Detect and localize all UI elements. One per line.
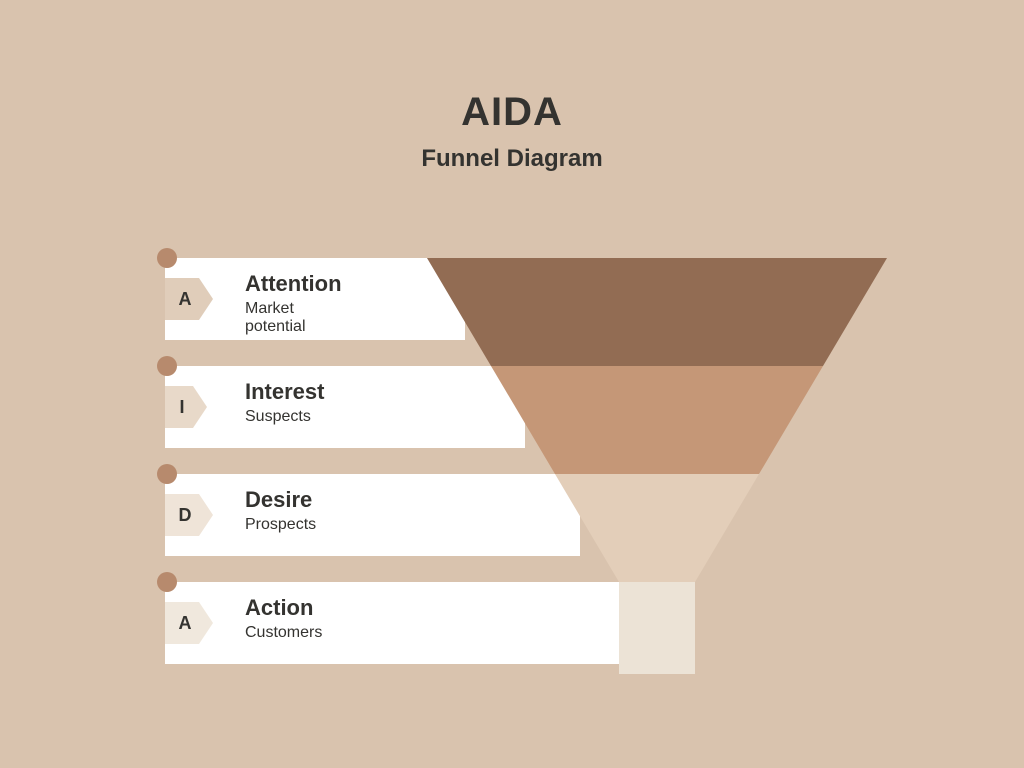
title-main: AIDA: [0, 90, 1024, 135]
chevron-point-icon: [199, 278, 213, 320]
stage-text: Interest Suspects: [245, 380, 324, 426]
stage-letter-tag: A: [165, 602, 213, 644]
funnel-slice-0: [427, 258, 887, 366]
stage-letter-tag: I: [165, 386, 207, 428]
stage-text: Desire Prospects: [245, 488, 316, 534]
stage-letter-tag: A: [165, 278, 213, 320]
stage-desc: Market potential: [245, 300, 342, 336]
stage-letter: D: [165, 494, 199, 536]
stage-text: Action Customers: [245, 596, 322, 642]
knob-icon: [157, 572, 177, 592]
funnel-slice-3: [427, 582, 887, 674]
chevron-point-icon: [193, 386, 207, 428]
stage-letter: I: [165, 386, 193, 428]
stage-text: Attention Market potential: [245, 272, 342, 336]
stage-desc: Suspects: [245, 408, 324, 426]
stage-heading: Action: [245, 596, 322, 620]
stage-letter: A: [165, 602, 199, 644]
knob-icon: [157, 248, 177, 268]
stage-desc: Prospects: [245, 516, 316, 534]
stage-heading: Desire: [245, 488, 316, 512]
funnel-slice-2: [427, 474, 887, 582]
funnel-slice-1: [427, 366, 887, 474]
title-sub: Funnel Diagram: [0, 145, 1024, 173]
funnel-diagram: [427, 258, 887, 674]
stage-letter: A: [165, 278, 199, 320]
chevron-point-icon: [199, 494, 213, 536]
stage-desc: Customers: [245, 624, 322, 642]
canvas: AIDA Funnel Diagram A Attention Market pot…: [0, 0, 1024, 768]
stage-heading: Interest: [245, 380, 324, 404]
stage-letter-tag: D: [165, 494, 213, 536]
knob-icon: [157, 356, 177, 376]
knob-icon: [157, 464, 177, 484]
chevron-point-icon: [199, 602, 213, 644]
stage-heading: Attention: [245, 272, 342, 296]
